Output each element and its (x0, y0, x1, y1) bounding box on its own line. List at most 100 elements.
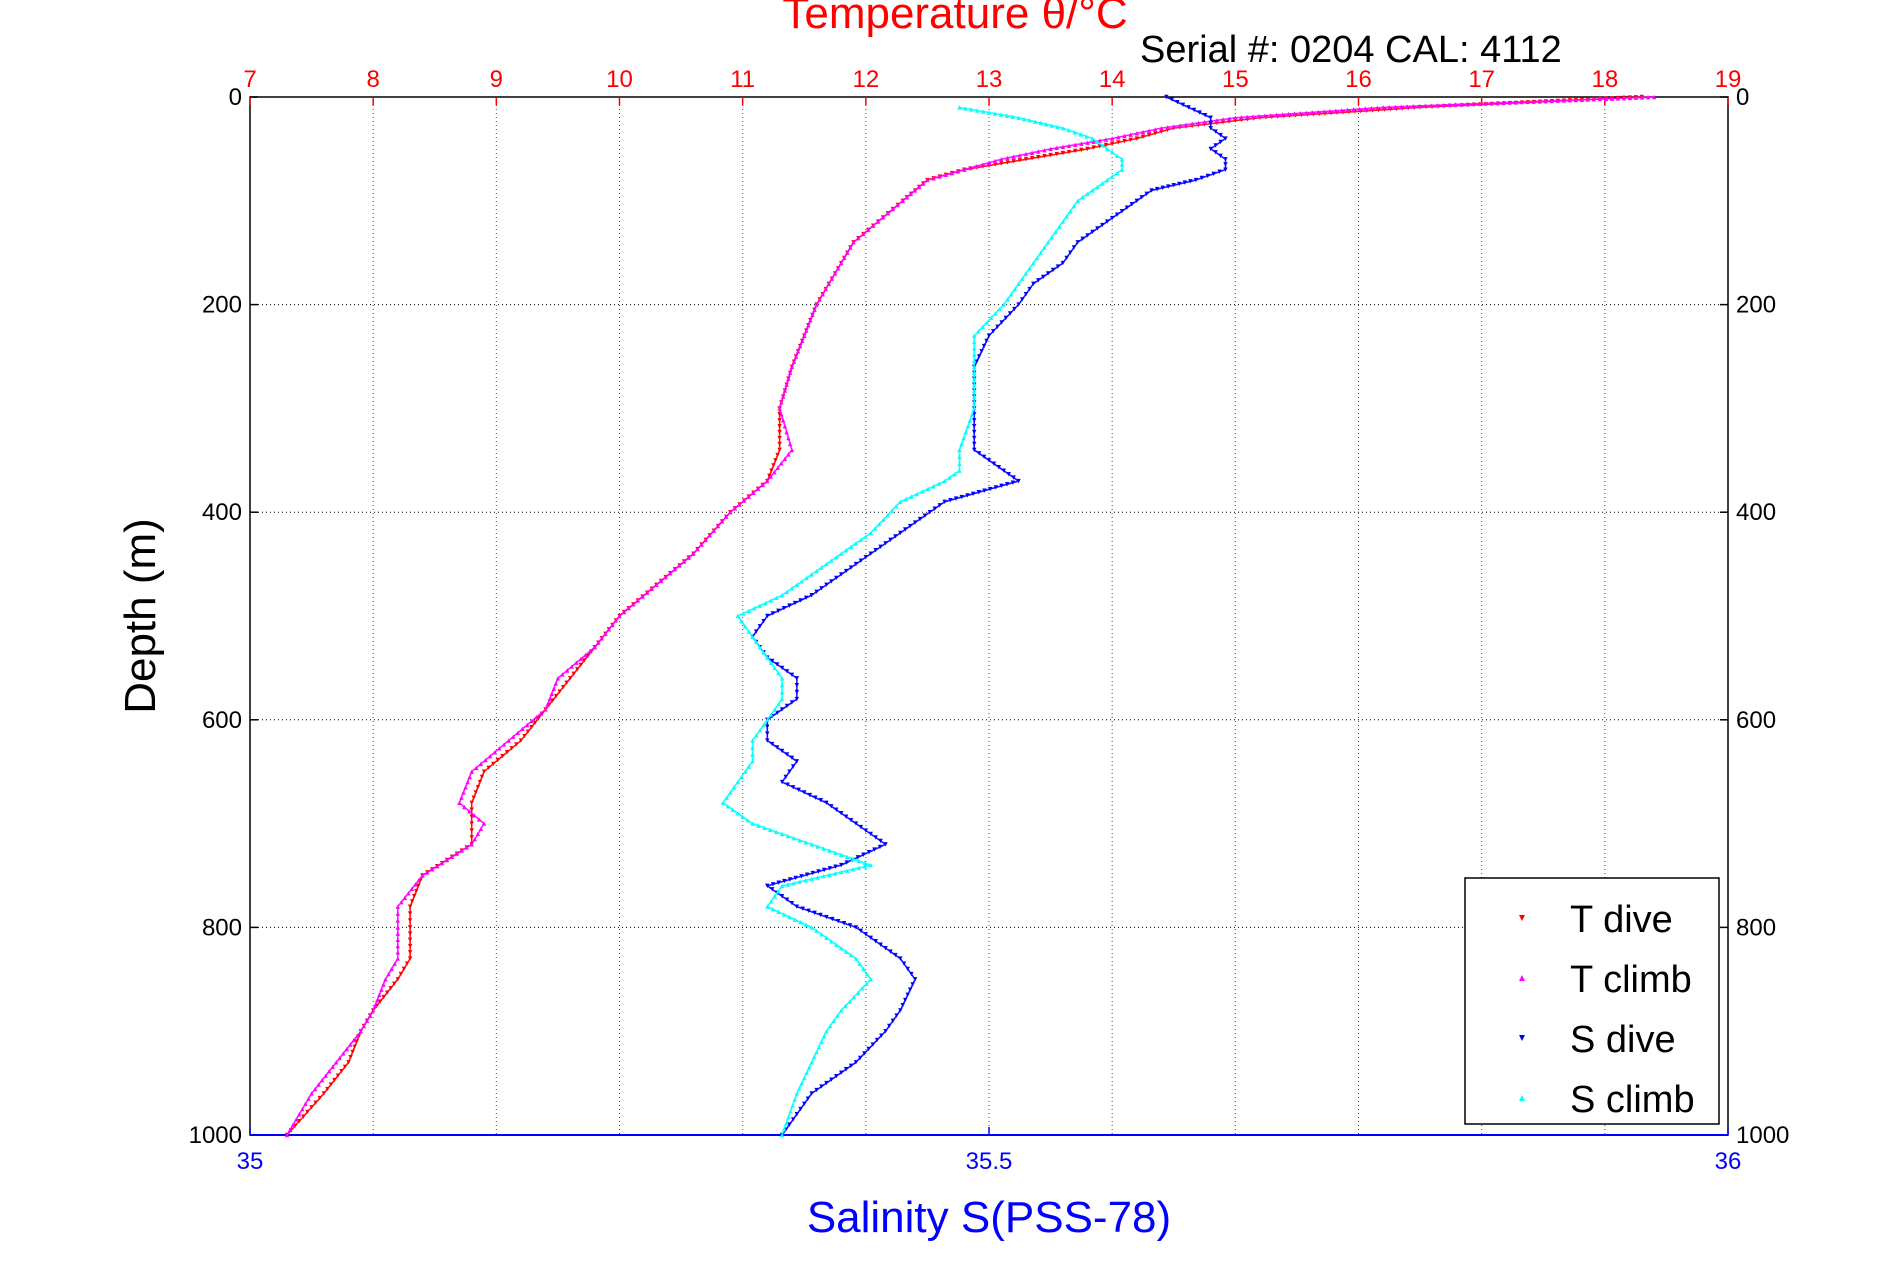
data-point-s-dive (858, 928, 864, 934)
data-point-t-climb (603, 631, 608, 636)
data-point-s-climb (947, 475, 952, 480)
data-point-t-dive (407, 904, 413, 909)
data-point-s-dive (1223, 167, 1228, 172)
data-point-s-dive (804, 872, 810, 877)
data-point-s-climb (957, 468, 962, 473)
data-point-s-dive (972, 429, 977, 435)
data-point-s-dive (770, 611, 776, 616)
data-point-s-climb (827, 1023, 833, 1029)
data-point-t-climb (569, 664, 574, 669)
data-point-t-dive (412, 894, 417, 899)
data-point-t-climb (799, 338, 805, 344)
data-point-t-dive (1153, 131, 1158, 136)
data-point-s-dive (893, 534, 898, 539)
data-point-s-dive (809, 1091, 814, 1096)
data-point-t-climb (364, 1018, 370, 1024)
data-point-t-climb (1023, 151, 1029, 157)
data-point-s-dive (1080, 236, 1085, 242)
data-point-s-dive (1012, 306, 1017, 312)
data-point-t-dive (348, 1054, 353, 1060)
data-point-t-climb (551, 686, 557, 691)
data-point-s-climb (790, 1103, 795, 1108)
data-point-t-dive (777, 418, 782, 423)
top-axis-tick-label: 12 (852, 66, 879, 93)
data-point-s-climb (1060, 125, 1066, 131)
data-point-s-dive (898, 530, 903, 536)
data-point-s-dive (799, 874, 804, 879)
data-point-t-climb (845, 250, 850, 255)
data-point-s-climb (829, 558, 834, 563)
data-point-s-climb (1045, 240, 1051, 245)
data-point-s-climb (1038, 120, 1043, 126)
data-point-s-climb (839, 869, 844, 875)
data-point-t-climb (1645, 95, 1651, 100)
data-point-t-climb (1134, 131, 1139, 136)
data-point-s-dive (858, 824, 864, 830)
data-point-s-dive (794, 904, 800, 909)
data-point-s-climb (972, 376, 977, 381)
legend-label-t-climb: T climb (1570, 959, 1692, 1001)
data-point-t-climb (469, 769, 474, 774)
data-point-s-climb (806, 1065, 812, 1070)
data-point-s-climb (1049, 123, 1055, 128)
data-point-t-climb (784, 382, 789, 387)
data-point-s-climb (848, 544, 854, 549)
data-point-s-climb (963, 106, 968, 111)
data-point-t-climb (1233, 115, 1238, 120)
data-point-t-dive (495, 757, 501, 763)
data-point-t-climb (626, 606, 631, 611)
data-point-t-climb (1603, 96, 1609, 102)
data-point-t-climb (1042, 147, 1047, 153)
data-point-s-dive (841, 921, 847, 926)
data-point-t-climb (1029, 150, 1035, 155)
data-point-t-climb (1380, 105, 1386, 110)
data-point-s-dive (1045, 271, 1051, 276)
data-point-s-dive (807, 792, 812, 798)
top-axis-tick-label: 17 (1468, 66, 1495, 93)
data-point-t-dive (1023, 157, 1029, 162)
data-point-t-climb (395, 943, 400, 949)
data-point-s-dive (927, 510, 933, 515)
data-point-t-climb (1471, 101, 1476, 107)
data-point-s-climb (868, 862, 873, 868)
data-point-t-dive (1060, 150, 1066, 156)
data-point-s-dive (901, 961, 907, 966)
data-point-t-climb (1202, 119, 1207, 125)
data-point-t-dive (777, 435, 782, 441)
data-point-s-climb (739, 618, 744, 624)
data-point-s-climb (858, 537, 864, 543)
data-point-t-dive (395, 977, 400, 982)
data-point-s-dive (970, 491, 976, 497)
data-point-t-climb (1196, 120, 1201, 126)
data-point-s-climb (746, 764, 752, 769)
data-point-s-dive (1218, 132, 1223, 138)
data-point-t-climb (895, 202, 901, 208)
data-point-s-dive (888, 537, 893, 543)
data-point-t-dive (1011, 159, 1016, 164)
data-point-s-climb (799, 1080, 804, 1086)
data-point-t-climb (475, 831, 481, 837)
data-point-s-dive (1218, 139, 1223, 145)
data-point-t-climb (492, 750, 497, 755)
data-point-s-climb (821, 846, 826, 851)
data-point-s-dive (806, 908, 811, 913)
data-point-s-dive (995, 324, 1000, 330)
data-point-s-climb (811, 1054, 817, 1060)
data-point-t-dive (992, 162, 998, 167)
data-point-t-climb (413, 882, 418, 887)
data-point-t-climb (1011, 154, 1016, 159)
data-point-s-dive (959, 494, 964, 500)
data-point-t-climb (367, 1013, 373, 1018)
data-point-s-dive (984, 338, 989, 344)
data-point-t-dive (500, 753, 505, 759)
data-point-s-dive (883, 541, 888, 546)
data-point-s-climb (843, 548, 849, 553)
data-point-s-dive (1020, 297, 1025, 302)
data-point-s-dive (993, 485, 999, 490)
data-point-t-climb (1097, 138, 1103, 143)
data-point-s-climb (754, 733, 759, 738)
data-point-t-climb (462, 804, 467, 810)
data-point-s-climb (961, 435, 966, 441)
data-point-t-climb (829, 276, 835, 281)
